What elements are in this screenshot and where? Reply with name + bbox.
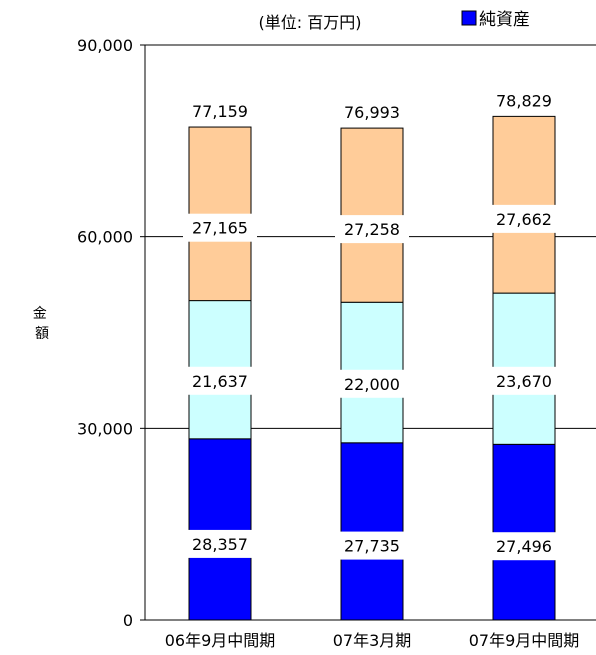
y-tick-label: 30,000: [77, 419, 133, 438]
y-axis-label-char-1: 金: [33, 306, 47, 322]
total-label: 78,829: [496, 91, 552, 110]
category-label: 07年3月期: [333, 631, 412, 650]
y-tick-label: 90,000: [77, 36, 133, 55]
data-label-background: [487, 532, 561, 561]
bar-segment: [492, 443, 556, 621]
data-label: 23,670: [496, 372, 552, 391]
unit-label: (単位: 百万円): [259, 13, 362, 32]
y-tick-label: 60,000: [77, 228, 133, 247]
data-label-background: [183, 529, 257, 558]
y-axis-label-char-2: 額: [35, 326, 49, 342]
data-label-background: [487, 204, 561, 233]
total-label: 77,159: [192, 102, 248, 121]
data-label: 27,662: [496, 210, 552, 229]
category-labels: 06年9月中間期 07年3月期 07年9月中間期: [165, 631, 580, 650]
data-label: 22,000: [344, 375, 400, 394]
data-label: 27,496: [496, 537, 552, 556]
data-label: 28,357: [192, 535, 248, 554]
data-label-background: [183, 366, 257, 395]
legend: 純資産: [461, 10, 530, 30]
data-labels: 28,357 21,637 27,165 77,159 27,735 22,000 27,2…: [183, 91, 561, 561]
data-label: 27,735: [344, 537, 400, 556]
data-label-background: [487, 366, 561, 395]
total-label: 76,993: [344, 103, 400, 122]
data-label-background: [183, 213, 257, 242]
bar-segment: [340, 442, 404, 621]
data-label-background: [335, 369, 409, 398]
y-axis-label: 金 額: [33, 306, 51, 342]
category-label: 06年9月中間期: [165, 631, 276, 650]
bar-segment: [188, 438, 252, 621]
data-label: 27,165: [192, 219, 248, 238]
legend-swatch: [461, 10, 477, 26]
data-label: 27,258: [344, 220, 400, 239]
data-label: 21,637: [192, 372, 248, 391]
y-tick-label: 0: [123, 611, 133, 630]
data-label-background: [335, 531, 409, 560]
bar-segment: [492, 115, 556, 294]
data-label-background: [335, 215, 409, 244]
legend-label: 純資産: [479, 10, 530, 30]
category-label: 07年9月中間期: [469, 631, 580, 650]
y-tick-labels: 0 30,000 60,000 90,000: [77, 36, 133, 630]
